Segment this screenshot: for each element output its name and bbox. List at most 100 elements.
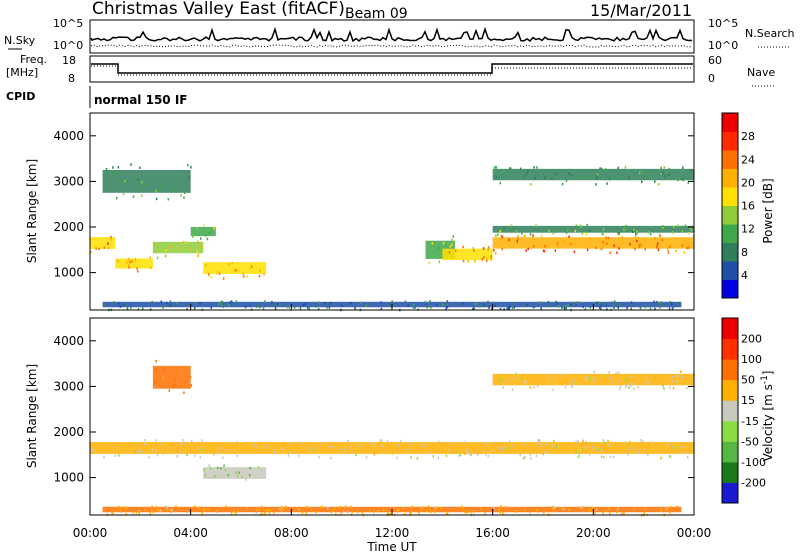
echo-cell xyxy=(630,177,632,181)
echo-cell xyxy=(647,443,650,447)
echo-band xyxy=(492,225,694,233)
echo-cell xyxy=(448,256,450,260)
echo-cell xyxy=(266,444,268,447)
echo-cell xyxy=(602,439,605,442)
echo-cell xyxy=(156,454,159,457)
echo-cell xyxy=(166,301,168,305)
echo-cell xyxy=(510,224,513,227)
echo-cell xyxy=(628,386,630,389)
echo-cell xyxy=(656,242,659,245)
echo-cell xyxy=(446,305,449,309)
echo-cell xyxy=(553,506,556,510)
echo-cell xyxy=(218,272,221,275)
colorbar-swatch xyxy=(722,400,738,422)
echo-cell xyxy=(248,266,251,270)
echo-cell xyxy=(137,178,140,181)
echo-cell xyxy=(357,510,359,514)
echo-cell xyxy=(668,167,671,171)
echo-cell xyxy=(391,451,394,455)
echo-cell xyxy=(242,272,244,276)
echo-cell xyxy=(499,378,502,382)
echo-cell xyxy=(516,226,519,229)
echo-cell xyxy=(609,251,611,254)
echo-cell xyxy=(112,512,115,516)
echo-cell xyxy=(603,456,605,459)
echo-cell xyxy=(91,448,94,452)
echo-cell xyxy=(664,228,666,231)
echo-cell xyxy=(511,302,513,305)
echo-cell xyxy=(151,505,153,508)
echo-cell xyxy=(449,245,452,248)
echo-cell xyxy=(646,381,648,385)
echo-cell xyxy=(168,389,171,392)
echo-band xyxy=(442,248,493,261)
echo-cell xyxy=(636,239,638,243)
echo-cell xyxy=(550,378,553,381)
echo-cell xyxy=(182,240,185,244)
echo-cell xyxy=(138,512,140,515)
echo-cell xyxy=(317,308,320,311)
echo-cell xyxy=(494,169,496,172)
echo-cell xyxy=(499,181,502,185)
echo-cell xyxy=(437,440,440,444)
nave-series xyxy=(91,65,693,76)
echo-cell xyxy=(582,448,584,451)
echo-cell xyxy=(331,445,334,449)
echo-cell xyxy=(681,445,684,449)
echo-cell xyxy=(669,511,671,514)
echo-cell xyxy=(589,508,592,512)
echo-cell xyxy=(668,455,671,458)
echo-cell xyxy=(624,226,626,229)
echo-cell xyxy=(432,455,435,458)
echo-cell xyxy=(671,231,674,234)
echo-cell xyxy=(451,238,453,242)
echo-cell xyxy=(629,230,632,233)
echo-cell xyxy=(267,508,270,512)
echo-cell xyxy=(637,385,639,389)
echo-cell xyxy=(95,247,97,250)
echo-cell xyxy=(273,511,275,515)
echo-cell xyxy=(222,456,224,459)
echo-cell xyxy=(221,300,224,304)
echo-cell xyxy=(464,452,466,456)
echo-cell xyxy=(306,505,308,509)
echo-cell xyxy=(664,175,666,178)
echo-cell xyxy=(667,443,670,446)
echo-cell xyxy=(162,367,164,370)
freq-series xyxy=(91,63,693,74)
time-axis: 00:00 04:00 08:00 12:00 16:00 20:00 00:00 xyxy=(73,304,711,540)
echo-cell xyxy=(515,372,518,376)
echo-cell xyxy=(589,229,591,232)
echo-cell xyxy=(526,303,529,307)
echo-cell xyxy=(262,267,265,271)
echo-cell xyxy=(578,453,580,457)
nsky-panel: N.Sky 10^5 10^0 10^5 10^0 N.Search xyxy=(4,17,795,54)
echo-cell xyxy=(582,505,584,509)
colorbar-tick-label: 50 xyxy=(741,374,755,387)
time-tick-label: 20:00 xyxy=(576,526,611,540)
echo-cell xyxy=(169,508,172,511)
colorbar-swatch xyxy=(722,224,738,243)
echo-cell xyxy=(329,445,331,449)
echo-cell xyxy=(186,453,188,457)
power-echo-layer xyxy=(90,163,695,312)
echo-cell xyxy=(360,444,362,447)
echo-cell xyxy=(201,511,203,515)
echo-cell xyxy=(567,172,570,175)
echo-cell xyxy=(593,370,596,374)
echo-cell xyxy=(144,438,146,442)
echo-cell xyxy=(593,380,595,384)
echo-cell xyxy=(166,509,169,513)
echo-cell xyxy=(235,511,237,515)
echo-cell xyxy=(608,177,611,181)
echo-cell xyxy=(218,302,220,306)
echo-cell xyxy=(216,272,218,275)
echo-cell xyxy=(503,381,505,384)
echo-band xyxy=(90,442,694,454)
echo-cell xyxy=(529,232,532,236)
echo-cell xyxy=(665,508,667,511)
echo-cell xyxy=(474,260,476,263)
echo-cell xyxy=(679,370,682,374)
nsky-series xyxy=(90,26,693,43)
echo-cell xyxy=(483,256,485,259)
